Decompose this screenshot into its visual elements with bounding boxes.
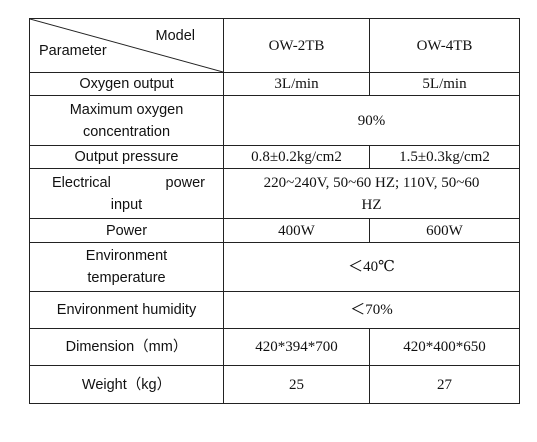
weight-ow2tb: 25: [223, 365, 370, 404]
diagonal-divider: [30, 19, 223, 72]
output-pressure-ow2tb: 0.8±0.2kg/cm2: [223, 145, 370, 169]
label-line: Environment: [85, 248, 168, 264]
label-line: Maximum oxygen: [69, 101, 184, 118]
value-line: HZ: [361, 196, 382, 213]
label-word: power: [165, 174, 206, 191]
oxygen-output-label: Oxygen output: [29, 72, 224, 96]
electrical-power-input-label: Electrical power input: [29, 168, 224, 219]
value-line: 220~240V, 50~60 HZ; 110V, 50~60: [263, 174, 480, 191]
output-pressure-label: Output pressure: [29, 145, 224, 169]
header-corner-cell: Model Parameter: [29, 18, 224, 73]
table-row: Oxygen output 3L/min 5L/min: [29, 72, 520, 96]
power-ow4tb: 600W: [369, 218, 520, 243]
oxygen-output-ow2tb: 3L/min: [223, 72, 370, 96]
environment-temperature-label: Environment temperature: [29, 242, 224, 292]
max-oxygen-concentration-label: Maximum oxygen concentration: [29, 95, 224, 146]
table-row: Maximum oxygen concentration 90%: [29, 95, 520, 146]
environment-humidity-label: Environment humidity: [29, 291, 224, 329]
table-header-row: Model Parameter OW-2TB OW-4TB: [29, 18, 520, 73]
label-line: temperature: [87, 270, 166, 286]
label-line: input: [110, 196, 143, 213]
power-label: Power: [29, 218, 224, 243]
electrical-power-input-value: 220~240V, 50~60 HZ; 110V, 50~60 HZ: [223, 168, 520, 219]
table-row: Environment humidity ＜70%: [29, 291, 520, 329]
table-row: Dimension（mm） 420*394*700 420*400*650: [29, 328, 520, 366]
model-ow4tb-header: OW-4TB: [369, 18, 520, 73]
model-header-label: Model: [155, 28, 196, 44]
label-line: Electrical power: [34, 172, 219, 194]
dimension-label: Dimension（mm）: [29, 328, 224, 366]
specification-table: Model Parameter OW-2TB OW-4TB Oxygen out…: [29, 18, 520, 404]
table-row: Output pressure 0.8±0.2kg/cm2 1.5±0.3kg/…: [29, 145, 520, 169]
label-line: concentration: [82, 123, 171, 140]
weight-label: Weight（kg）: [29, 365, 224, 404]
output-pressure-ow4tb: 1.5±0.3kg/cm2: [369, 145, 520, 169]
model-ow2tb-header: OW-2TB: [223, 18, 370, 73]
parameter-header-label: Parameter: [39, 43, 107, 59]
environment-humidity-value: ＜70%: [223, 291, 520, 329]
table-row: Environment temperature ＜40℃: [29, 242, 520, 292]
table-row: Power 400W 600W: [29, 218, 520, 243]
table-row: Electrical power input 220~240V, 50~60 H…: [29, 168, 520, 219]
oxygen-output-ow4tb: 5L/min: [369, 72, 520, 96]
label-word: Electrical: [52, 174, 111, 191]
dimension-ow4tb: 420*400*650: [369, 328, 520, 366]
table-row: Weight（kg） 25 27: [29, 365, 520, 404]
environment-temperature-value: ＜40℃: [223, 242, 520, 292]
weight-ow4tb: 27: [369, 365, 520, 404]
dimension-ow2tb: 420*394*700: [223, 328, 370, 366]
power-ow2tb: 400W: [223, 218, 370, 243]
max-oxygen-concentration-value: 90%: [223, 95, 520, 146]
